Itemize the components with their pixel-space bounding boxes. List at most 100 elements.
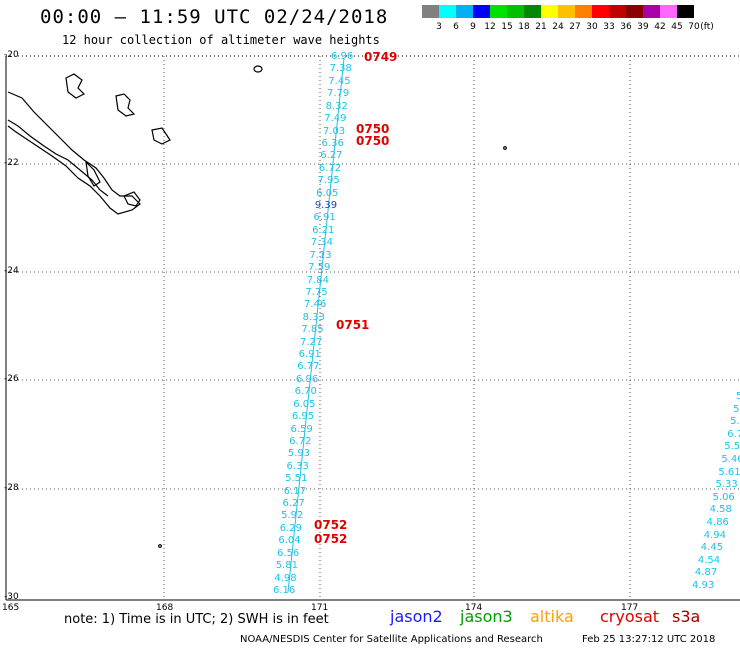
wave-height-value: 6.05 [316, 187, 339, 199]
wave-height-value: 6.04 [278, 535, 301, 547]
lat-label: -28 [4, 483, 19, 493]
coastline [7, 65, 507, 548]
colorbar-label: 6 [453, 22, 459, 32]
lon-label: 177 [621, 603, 639, 613]
wave-height-value: 6.70 [294, 386, 317, 398]
pass-time-label: 0752 [314, 518, 348, 532]
wave-height-value: 7.38 [329, 63, 352, 75]
colorbar-label: 9 [470, 22, 476, 32]
map-title: 00:00 – 11:59 UTC 02/24/2018 [40, 6, 389, 28]
colorbar-cell [439, 5, 456, 18]
colorbar-label: 15 [501, 22, 513, 32]
wave-height-value: 6.91 [313, 212, 336, 224]
colorbar-label: 18 [518, 22, 530, 32]
colorbar-label: 36 [620, 22, 632, 32]
credit-line: NOAA/NESDIS Center for Satellite Applica… [240, 634, 543, 645]
wave-height-value: 7.34 [310, 237, 334, 249]
wave-height-value: 6.56 [277, 547, 300, 559]
wave-height-value: 6.77 [297, 361, 320, 373]
colorbar-cell [592, 5, 609, 18]
colorbar-cell [558, 5, 575, 18]
colorbar-label: 3 [436, 22, 442, 32]
wave-height-value: 6.72 [318, 162, 342, 174]
wave-height-value: 6.17 [283, 485, 307, 497]
wave-height-value: 6.95 [291, 411, 315, 423]
wave-height-value: 7.13 [309, 249, 332, 261]
colorbar-cell [643, 5, 660, 18]
wave-height-value: 7.27 [299, 336, 323, 348]
lat-label: -22 [4, 158, 19, 168]
colorbar-cell [507, 5, 524, 18]
wave-height-value: 7.03 [322, 125, 346, 137]
wave-height-value: 4.86 [706, 517, 729, 528]
wave-height-value: 5 [736, 391, 740, 402]
wave-height-value: 7.59 [308, 262, 331, 274]
wave-height-value: 4.98 [274, 572, 297, 584]
colorbar-label: 30 [586, 22, 598, 32]
wave-height-value: 4.94 [703, 529, 726, 541]
wave-height-value: 7.46 [304, 299, 327, 311]
wave-height-value: 6.21 [312, 224, 335, 236]
colorbar-cell [626, 5, 643, 18]
wave-height-value: 7.95 [317, 175, 340, 187]
wave-height-value: 8.33 [302, 311, 325, 323]
lat-label: -30 [4, 592, 19, 602]
pass-time-label: 0751 [336, 318, 370, 332]
map-frame [5, 55, 740, 601]
colorbar-label: 27 [569, 22, 581, 32]
wave-height-value: 5.51 [285, 473, 308, 485]
wave-height-value: 5.61 [718, 466, 740, 478]
legend-jason2: jason2 [390, 607, 443, 626]
wave-height-value: 4.54 [697, 554, 721, 566]
colorbar-unit: (ft) [700, 22, 714, 32]
wave-height-value: 6.29 [279, 522, 302, 534]
wave-height-value: 6.72 [289, 435, 312, 447]
colorbar-cell [677, 5, 694, 18]
generated-timestamp: Feb 25 13:27:12 UTC 2018 [582, 634, 716, 645]
map-subtitle: 12 hour collection of altimeter wave hei… [62, 33, 380, 47]
colorbar-cell [473, 5, 490, 18]
wave-height-value: 6.27 [320, 150, 343, 162]
colorbar-cell [422, 5, 439, 18]
colorbar-cell [524, 5, 541, 18]
wave-height-value: 6.7 [727, 428, 740, 440]
legend-cryosat: cryosat [600, 607, 660, 626]
colorbar-label: 42 [654, 22, 666, 32]
legend-altika: altika [530, 607, 574, 626]
wave-height-value: 4.58 [709, 504, 732, 516]
wave-height-value: 9.39 [314, 200, 338, 212]
colorbar-label: 21 [535, 22, 547, 32]
wave-height-value: 6.91 [298, 349, 321, 361]
colorbar-label: 70 [688, 22, 700, 32]
wave-height-value: 5.92 [281, 510, 304, 522]
colorbar-label: 24 [552, 22, 564, 32]
wave-height-value: 4.87 [694, 567, 718, 579]
lat-label: -20 [4, 50, 19, 60]
lon-label: 174 [465, 603, 483, 613]
wave-height-value: 5.06 [712, 491, 735, 503]
wave-height-value: 7.75 [305, 286, 328, 298]
lon-label: 171 [311, 603, 329, 613]
wave-height-value: 6.96 [295, 373, 319, 385]
lon-label: 168 [156, 603, 174, 613]
colorbar-cell [609, 5, 626, 18]
lat-label: -26 [4, 374, 19, 384]
colorbar-cell [541, 5, 558, 18]
wave-height-value: 4.45 [700, 542, 724, 554]
pass-time-label: 0752 [314, 532, 348, 546]
colorbar-cell [575, 5, 592, 18]
legend-jason3: jason3 [460, 607, 513, 626]
wave-height-value: 6.05 [293, 398, 316, 410]
colorbar-cell [490, 5, 507, 18]
wave-height-value: 8.32 [325, 100, 348, 112]
wave-height-value: 5.46 [721, 454, 740, 465]
wave-height-value: 6.27 [282, 498, 305, 510]
wave-height-value: 5.93 [287, 448, 311, 460]
satellite-track-1 [287, 57, 345, 593]
wave-height-value: 7.85 [301, 324, 324, 336]
wave-height-value: 5. [730, 416, 740, 428]
wave-height-value: 6.16 [273, 585, 296, 596]
pass-time-label: 0750 [356, 134, 390, 148]
legend-s3a: s3a [672, 607, 701, 626]
